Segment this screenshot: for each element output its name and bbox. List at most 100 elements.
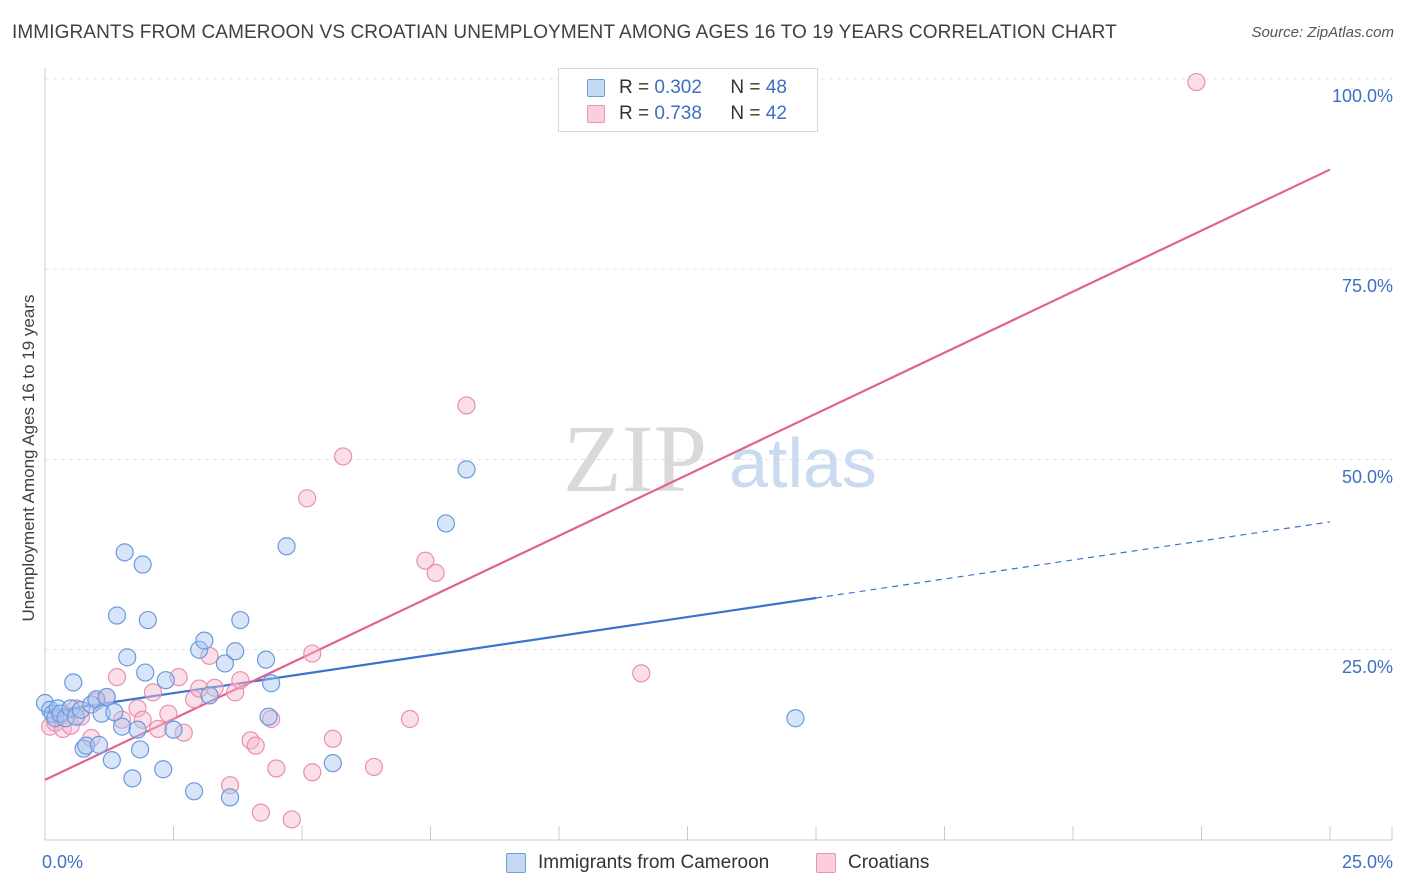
cameroon-point	[184, 782, 204, 801]
croatians-point	[143, 683, 163, 702]
y-tick-label-100: 100.0%	[1331, 86, 1393, 106]
axes	[44, 68, 1393, 841]
croatians-point	[112, 710, 132, 729]
croatians-point	[133, 710, 152, 729]
cameroon-point	[128, 720, 147, 739]
x-tick-min: 0.0%	[42, 852, 84, 872]
croatians-point	[298, 489, 317, 508]
croatians-point	[148, 719, 168, 738]
croatians-point	[174, 723, 193, 742]
croatians-point	[632, 664, 651, 683]
legend-n-value-croatians: 42	[765, 103, 787, 124]
cameroon-point	[262, 674, 281, 693]
croatians-point	[262, 709, 281, 729]
croatians-point	[251, 803, 270, 822]
cameroon-point	[323, 754, 342, 773]
legend-r-value-croatians: 0.738	[654, 103, 702, 124]
source-label: Source: ZipAtlas.com	[1251, 24, 1394, 41]
croatians-point	[159, 704, 178, 723]
cameroon-point	[436, 514, 456, 533]
legend-n-value-cameroon: 48	[765, 77, 787, 98]
cameroon-point	[130, 740, 150, 759]
legend-n-label: N =	[730, 77, 761, 98]
legend-swatch-pink	[587, 105, 605, 123]
trend-lines	[44, 168, 1331, 781]
cameroon-point	[154, 760, 173, 779]
croatians-point	[184, 690, 204, 709]
y-tick-label-25: 25.0%	[1341, 656, 1393, 677]
bottom-swatch-blue	[506, 853, 526, 873]
cameroon-point	[215, 654, 234, 673]
cameroon-point	[123, 769, 142, 788]
croatians-point	[190, 679, 209, 698]
stats-legend: R = 0.302 N = 48 R = 0.738 N = 42	[558, 68, 818, 132]
cameroon-point	[226, 642, 245, 661]
croatians-point	[426, 563, 445, 582]
cameroon-point	[164, 720, 183, 739]
croatians-point	[107, 668, 127, 687]
cameroon-point	[89, 735, 109, 754]
cameroon-point	[231, 610, 250, 630]
croatians-point	[241, 731, 260, 750]
cameroon-point	[112, 717, 132, 736]
cameroon-point	[200, 686, 219, 705]
croatians-point	[400, 709, 420, 729]
cameroon-point	[156, 671, 175, 690]
cameroon-point	[82, 695, 101, 714]
cameroon-point	[71, 700, 91, 719]
cameroon-point	[118, 648, 137, 667]
trend-line-cameroon	[44, 596, 817, 714]
cameroon-point	[102, 750, 121, 770]
legend-swatch-blue	[587, 79, 605, 97]
cameroon-point	[256, 650, 276, 669]
cameroon-point	[97, 687, 116, 707]
cameroon-point	[77, 736, 96, 755]
croatians-point	[1187, 72, 1206, 92]
y-tick-label-50: 50.0%	[1341, 466, 1393, 487]
cameroon-points	[35, 460, 805, 807]
croatians-point	[457, 396, 476, 415]
croatians-point	[282, 810, 301, 829]
cameroon-point	[277, 537, 296, 556]
croatians-point	[303, 763, 322, 782]
bottom-legend-label-croatians: Croatians	[848, 852, 930, 873]
cameroon-point	[195, 631, 214, 650]
croatians-point	[303, 644, 322, 663]
legend-r-value-cameroon: 0.302	[654, 77, 702, 98]
watermark-atlas: atlas	[729, 424, 877, 502]
cameroon-point	[105, 703, 124, 722]
cameroon-point	[107, 606, 127, 625]
croatians-point	[231, 671, 250, 690]
cameroon-point	[138, 610, 157, 630]
legend-row-croatians: R = 0.738 N = 42	[587, 102, 787, 126]
cameroon-point	[220, 788, 240, 807]
trend-line-cameroon-extension	[815, 521, 1331, 599]
cameroon-point	[457, 460, 476, 479]
cameroon-point	[74, 739, 93, 758]
cameroon-point	[136, 663, 155, 682]
bottom-legend-croatians: Croatians	[816, 852, 929, 874]
watermark-zip: ZIP	[563, 405, 707, 512]
croatians-point	[323, 729, 342, 748]
legend-row-cameroon: R = 0.302 N = 48	[587, 76, 787, 100]
y-tick-label-75: 75.0%	[1341, 276, 1393, 297]
bottom-swatch-pink	[816, 853, 836, 873]
croatians-point	[267, 759, 286, 778]
gridlines	[45, 78, 1392, 651]
croatians-point	[416, 551, 435, 570]
legend-r-label: R =	[619, 103, 650, 124]
croatians-point	[128, 699, 147, 718]
cameroon-point	[190, 640, 209, 659]
bottom-legend-cameroon: Immigrants from Cameroon	[506, 852, 769, 874]
bottom-legend-label-cameroon: Immigrants from Cameroon	[538, 852, 770, 873]
chart-title: IMMIGRANTS FROM CAMEROON VS CROATIAN UNE…	[12, 22, 1117, 43]
x-tick-max: 25.0%	[1341, 852, 1393, 872]
cameroon-point	[133, 555, 152, 574]
croatians-point	[334, 447, 353, 466]
legend-n-label: N =	[730, 103, 761, 124]
croatians-point	[364, 757, 384, 777]
cameroon-point	[64, 673, 83, 692]
trend-line-croatians	[44, 168, 1331, 781]
cameroon-point	[259, 707, 278, 726]
